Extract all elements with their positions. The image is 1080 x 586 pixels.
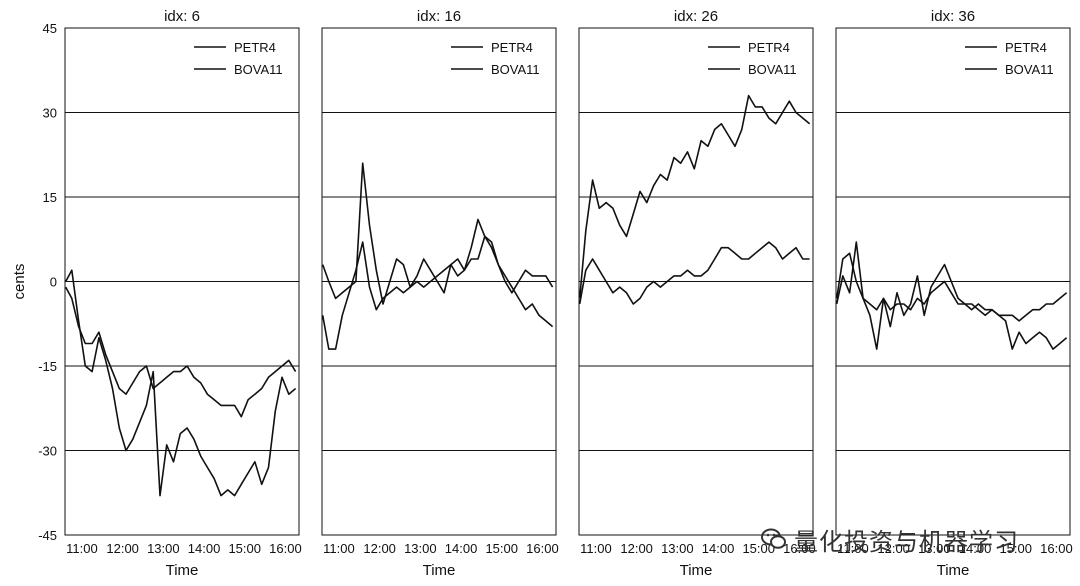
x-tick-label: 11:00 xyxy=(66,541,98,556)
x-axis-label: Time xyxy=(937,562,970,579)
x-tick-label: 14:00 xyxy=(445,541,478,556)
x-tick-label: 11:00 xyxy=(323,541,355,556)
y-axis-label: cents xyxy=(11,264,28,300)
x-tick-label: 12:00 xyxy=(620,541,653,556)
axes-frame xyxy=(64,27,300,536)
x-tick-label: 12:00 xyxy=(877,541,910,556)
series-line-bova11 xyxy=(836,241,1068,350)
axes-frame xyxy=(578,27,814,536)
x-tick-label: 16:00 xyxy=(526,541,559,556)
legend-label: BOVA11 xyxy=(748,62,797,77)
panel-idx-16: idx: 16 11:00 12:00 13:00 14:00 15:00 16:00 Tim… xyxy=(321,8,559,579)
panel-title: idx: 6 xyxy=(164,8,200,25)
x-tick-label: 15:00 xyxy=(485,541,518,556)
legend-label: BOVA11 xyxy=(491,62,540,77)
x-tick-label: 14:00 xyxy=(188,541,221,556)
legend-label: BOVA11 xyxy=(1005,62,1054,77)
watermark: 量化投资与机器学习 xyxy=(760,522,1076,556)
wechat-icon xyxy=(761,528,786,549)
y-tick-label: -15 xyxy=(38,359,57,374)
series-line-petr4 xyxy=(836,252,1068,322)
legend-label: BOVA11 xyxy=(234,62,283,77)
x-tick-label: 14:00 xyxy=(959,541,992,556)
series-line-bova11 xyxy=(322,162,554,305)
series-line-petr4 xyxy=(579,241,810,305)
panel-title: idx: 16 xyxy=(417,8,461,25)
x-tick-label: 12:00 xyxy=(106,541,139,556)
x-tick-label: 13:00 xyxy=(147,541,180,556)
y-tick-label: 15 xyxy=(43,190,57,205)
y-tick-label: -30 xyxy=(38,444,57,459)
x-tick-label: 16:00 xyxy=(783,541,816,556)
x-tick-label: 15:00 xyxy=(999,541,1032,556)
x-tick-label: 13:00 xyxy=(918,541,951,556)
panel-title: idx: 36 xyxy=(931,8,975,25)
x-tick-label: 16:00 xyxy=(1040,541,1073,556)
panel-idx-6: idx: 6 11:00 12:00 13:00 14:00 15:00 16:00 Time… xyxy=(11,8,302,579)
x-tick-label: 13:00 xyxy=(404,541,437,556)
y-tick-label: -45 xyxy=(38,528,57,543)
legend-label: PETR4 xyxy=(491,40,533,55)
series-line-bova11 xyxy=(579,94,811,299)
legend-label: PETR4 xyxy=(748,40,790,55)
x-tick-label: 13:00 xyxy=(661,541,694,556)
y-tick-label: 30 xyxy=(43,106,57,121)
panel-idx-36: idx: 36 11:00 12:00 13:00 14:00 15:00 16:00 Tim… xyxy=(835,8,1073,579)
series-line-petr4 xyxy=(322,235,554,350)
axes-frame xyxy=(835,27,1071,536)
x-tick-label: 11:00 xyxy=(580,541,612,556)
x-tick-label: 12:00 xyxy=(363,541,396,556)
y-tick-label: 0 xyxy=(50,275,57,290)
x-axis-label: Time xyxy=(166,562,199,579)
series-line-petr4 xyxy=(65,286,297,418)
series-line-bova11 xyxy=(65,269,297,497)
watermark-text: 量化投资与机器学习 xyxy=(794,528,1019,556)
x-tick-label: 16:00 xyxy=(269,541,302,556)
x-tick-label: 15:00 xyxy=(228,541,261,556)
x-tick-label: 11:00 xyxy=(837,541,869,556)
x-axis-label: Time xyxy=(680,562,713,579)
axes-frame xyxy=(321,27,557,536)
panel-title: idx: 26 xyxy=(674,8,718,25)
legend-label: PETR4 xyxy=(234,40,276,55)
legend-label: PETR4 xyxy=(1005,40,1047,55)
y-tick-label: 45 xyxy=(43,21,57,36)
x-axis-label: Time xyxy=(423,562,456,579)
x-tick-label: 14:00 xyxy=(702,541,735,556)
